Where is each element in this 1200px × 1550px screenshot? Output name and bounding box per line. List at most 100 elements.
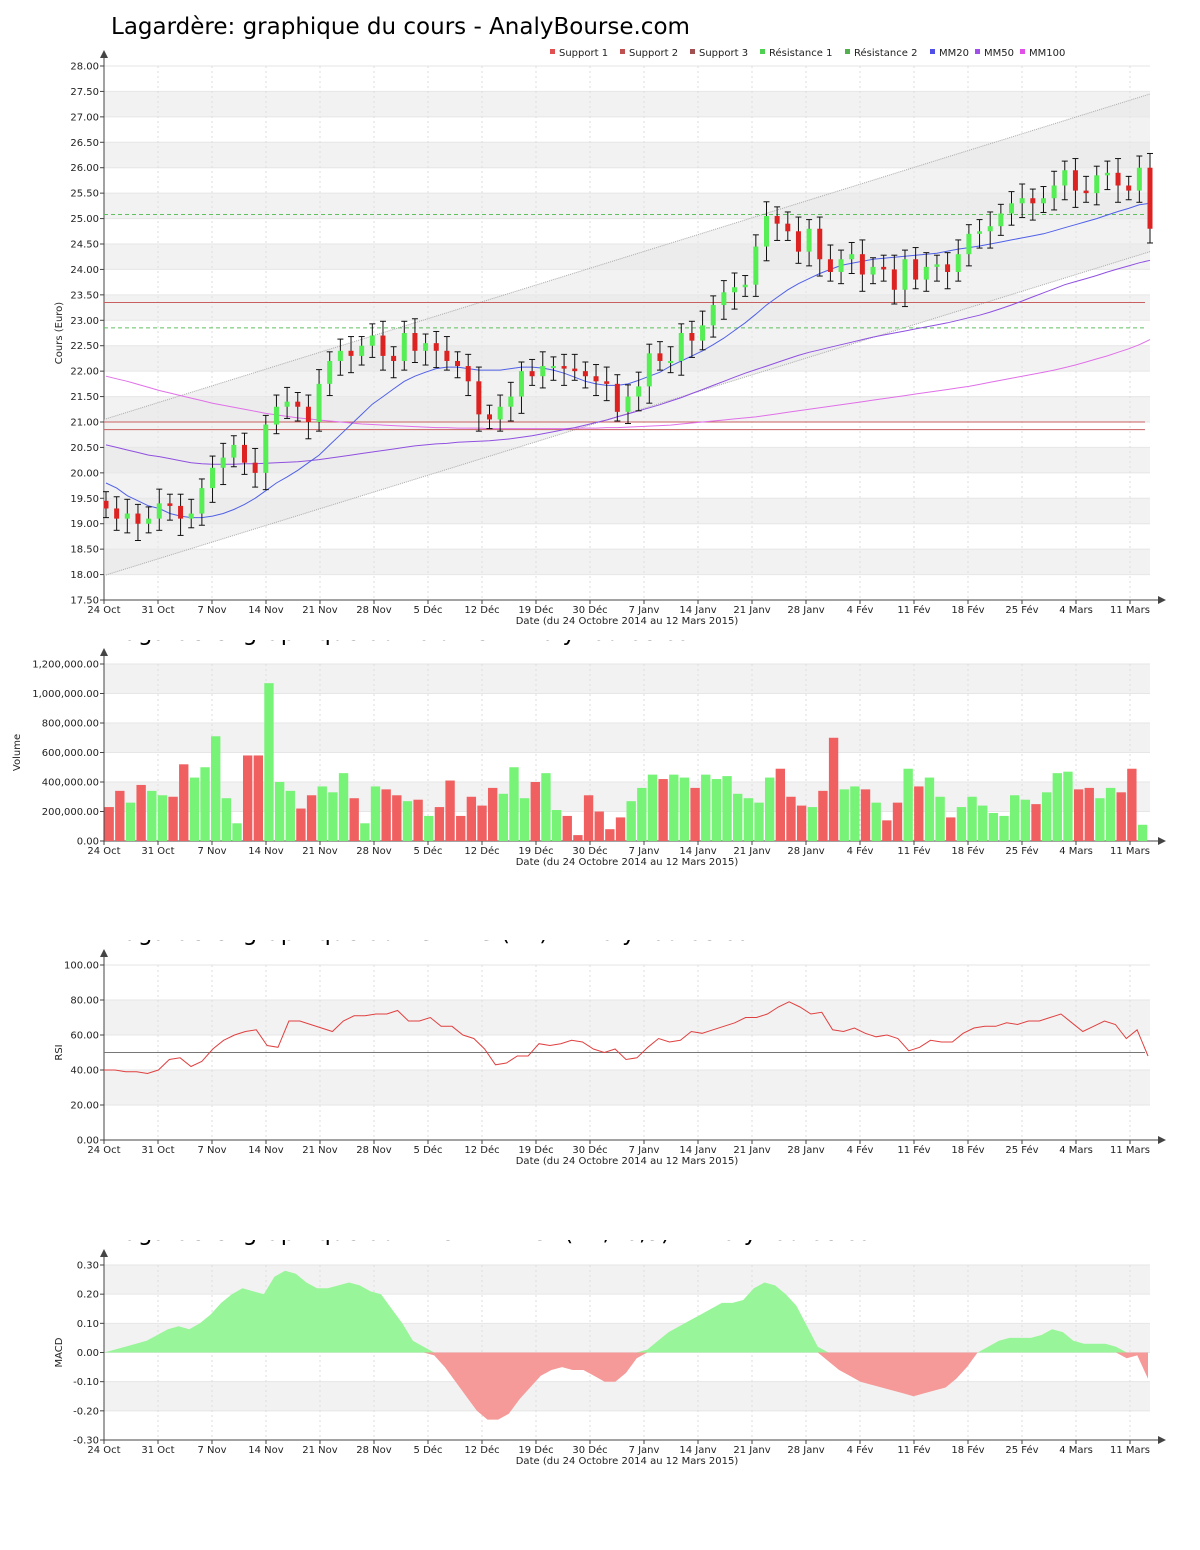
y-tick-label: 23.50 bbox=[70, 290, 99, 301]
legend-swatch bbox=[845, 49, 850, 54]
x-tick-label: 11 Mars bbox=[1110, 846, 1150, 857]
candle-body bbox=[380, 335, 386, 356]
y-tick-label: 80.00 bbox=[70, 996, 99, 1007]
y-tick-label: 19.50 bbox=[70, 494, 99, 505]
volume-bar bbox=[679, 777, 690, 841]
volume-bar bbox=[796, 805, 807, 841]
trend-channel-lower bbox=[103, 251, 1151, 577]
volume-bar bbox=[605, 829, 615, 841]
volume-bar bbox=[669, 774, 679, 841]
x-tick-label: 14 Janv bbox=[679, 1145, 716, 1156]
candle-body bbox=[103, 500, 109, 509]
grid-band bbox=[104, 723, 1150, 753]
y-tick-label: 18.00 bbox=[70, 570, 99, 581]
candle-body bbox=[785, 223, 791, 232]
volume-bar bbox=[1063, 771, 1073, 841]
x-axis-title: Date (du 24 Octobre 2014 au 12 Mars 2015… bbox=[516, 1156, 739, 1167]
chart-title: Lagardère: graphique du MACD - MACD(12,2… bbox=[111, 1240, 894, 1246]
volume-bar bbox=[1127, 768, 1137, 841]
candle-body bbox=[572, 368, 578, 372]
candle-body bbox=[763, 216, 769, 247]
y-tick-label: 200,000.00 bbox=[42, 807, 99, 818]
y-axis-arrow bbox=[100, 949, 108, 957]
y-tick-label: 60.00 bbox=[70, 1031, 99, 1042]
candle-body bbox=[1051, 185, 1057, 199]
candle-body bbox=[433, 343, 439, 351]
candle-body bbox=[774, 216, 780, 224]
x-tick-label: 14 Janv bbox=[679, 846, 716, 857]
x-tick-label: 21 Janv bbox=[733, 1145, 770, 1156]
x-tick-label: 30 Déc bbox=[572, 1144, 607, 1156]
volume-bar bbox=[136, 784, 146, 841]
volume-bar bbox=[242, 755, 253, 841]
x-tick-label: 19 Déc bbox=[518, 1444, 553, 1456]
candle-body bbox=[295, 401, 301, 407]
volume-bar bbox=[221, 798, 232, 841]
x-tick-label: 28 Nov bbox=[356, 846, 392, 857]
candle-body bbox=[1030, 198, 1036, 204]
y-tick-label: 20.00 bbox=[70, 468, 99, 479]
x-tick-label: 24 Oct bbox=[87, 846, 120, 857]
y-axis-title: Volume bbox=[12, 734, 23, 771]
chart-title: Lagardère: graphique du RSI - RSI(14) - … bbox=[111, 940, 772, 946]
candle-body bbox=[977, 231, 983, 234]
x-tick-label: 31 Oct bbox=[141, 1445, 174, 1456]
x-tick-label: 5 Déc bbox=[414, 1144, 443, 1156]
y-tick-label: 0.00 bbox=[77, 837, 99, 848]
candle-body bbox=[263, 424, 269, 473]
legend-swatch bbox=[690, 49, 695, 54]
y-tick-label: 21.50 bbox=[70, 392, 99, 403]
x-tick-label: 12 Déc bbox=[464, 1144, 499, 1156]
legend-swatch bbox=[1020, 49, 1025, 54]
y-tick-label: -0.30 bbox=[73, 1436, 99, 1447]
legend-label: Support 2 bbox=[629, 48, 678, 59]
volume-bar bbox=[488, 787, 498, 841]
legend-label: Résistance 1 bbox=[769, 47, 832, 59]
volume-bar bbox=[882, 820, 892, 841]
x-tick-label: 31 Oct bbox=[141, 846, 174, 857]
volume-bar bbox=[200, 767, 210, 841]
volume-bar bbox=[264, 683, 274, 841]
x-tick-label: 30 Déc bbox=[572, 604, 607, 616]
y-tick-label: 22.50 bbox=[70, 341, 99, 352]
y-tick-label: 1,000,000.00 bbox=[32, 689, 99, 700]
y-tick-label: 21.00 bbox=[70, 418, 99, 429]
candle-body bbox=[1136, 167, 1142, 191]
candle-body bbox=[742, 284, 748, 288]
candle-body bbox=[529, 371, 535, 377]
legend-swatch bbox=[930, 49, 935, 54]
y-tick-label: 600,000.00 bbox=[42, 748, 99, 759]
volume-bar bbox=[764, 777, 775, 841]
chart-title: Lagardère: graphique du volume - AnalyBo… bbox=[111, 640, 712, 646]
volume-bar bbox=[615, 817, 626, 841]
x-tick-label: 21 Nov bbox=[302, 605, 338, 616]
x-tick-label: 4 Mars bbox=[1059, 846, 1093, 857]
volume-bar bbox=[701, 774, 711, 841]
volume-bar bbox=[871, 802, 881, 841]
volume-bar bbox=[594, 811, 604, 841]
ma20-line bbox=[105, 202, 1151, 519]
x-tick-label: 4 Fév bbox=[847, 845, 874, 857]
volume-bar bbox=[722, 776, 732, 841]
candle-body bbox=[359, 345, 365, 356]
volume-bar bbox=[743, 798, 754, 841]
candle-body bbox=[827, 259, 833, 272]
volume-bar bbox=[147, 790, 157, 841]
volume-bar bbox=[818, 790, 828, 841]
x-axis-title: Date (du 24 Octobre 2014 au 12 Mars 2015… bbox=[516, 1456, 739, 1467]
legend-swatch bbox=[550, 49, 555, 54]
x-tick-label: 18 Fév bbox=[951, 1444, 984, 1456]
volume-bar bbox=[519, 798, 530, 841]
volume-bar bbox=[1095, 798, 1105, 841]
volume-bar bbox=[892, 802, 903, 841]
candle-body bbox=[923, 266, 929, 280]
volume-bar bbox=[370, 786, 381, 841]
volume-bar bbox=[860, 789, 871, 841]
legend-label: MM50 bbox=[984, 48, 1014, 59]
x-tick-label: 21 Nov bbox=[302, 1145, 338, 1156]
candle-body bbox=[465, 366, 471, 382]
candle-body bbox=[487, 414, 493, 420]
x-tick-label: 21 Janv bbox=[733, 605, 770, 616]
candle-body bbox=[721, 292, 727, 306]
candle-body bbox=[1019, 198, 1025, 204]
